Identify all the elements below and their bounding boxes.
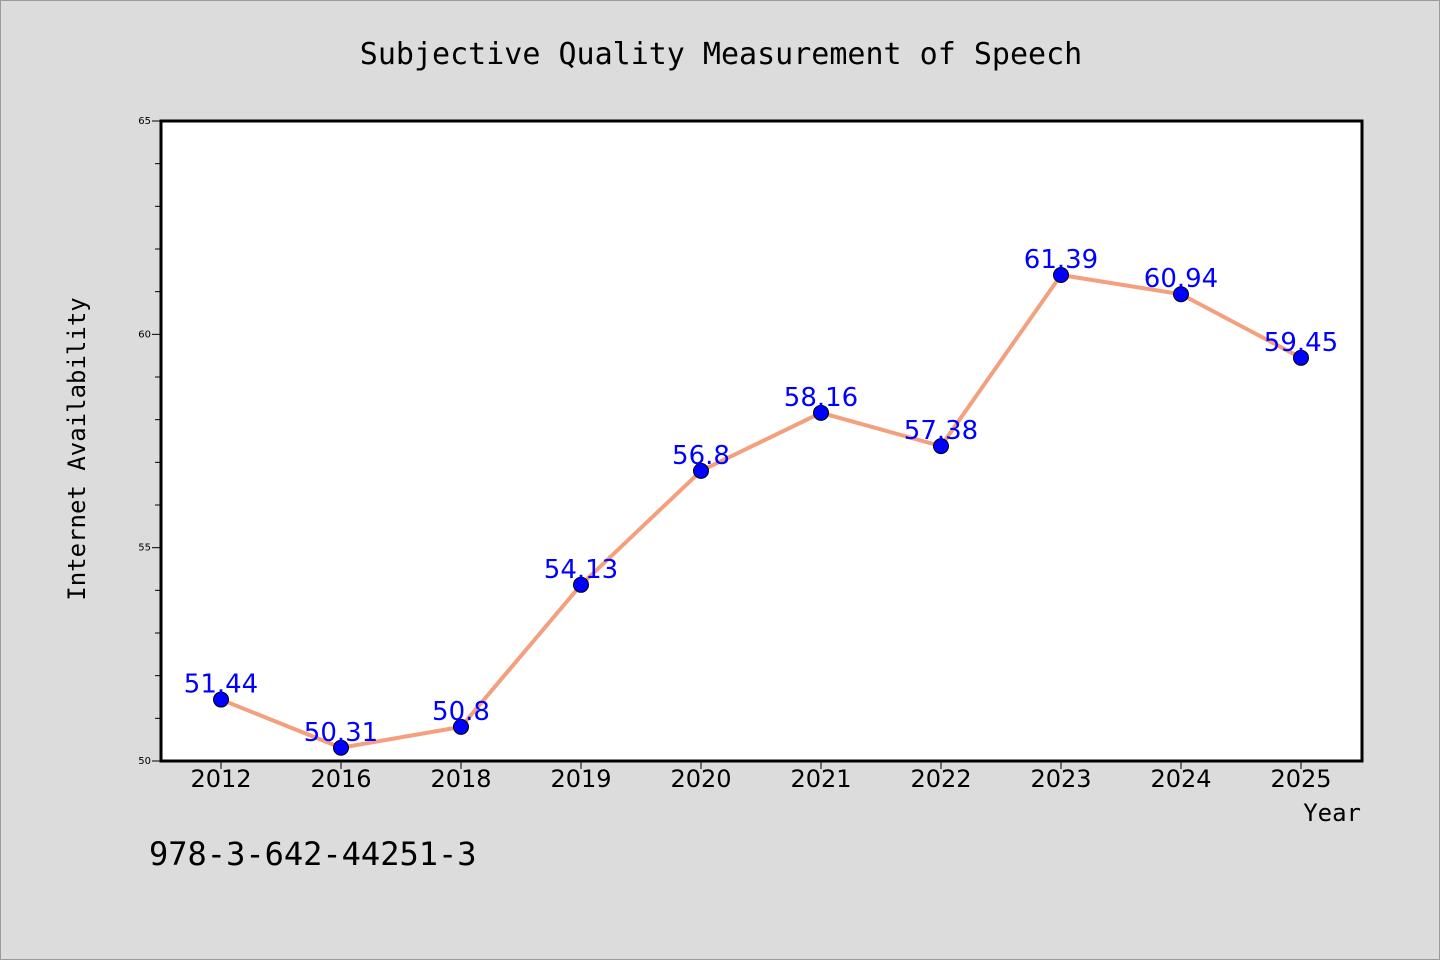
y-tick-label: 55 xyxy=(138,543,151,554)
y-tick-label: 65 xyxy=(138,116,151,127)
x-tick-label: 2024 xyxy=(1150,765,1211,793)
data-point xyxy=(933,438,949,455)
data-point xyxy=(1053,267,1069,284)
x-tick-label: 2012 xyxy=(190,765,251,793)
footnote-isbn: 978-3-642-44251-3 xyxy=(149,835,477,873)
data-label: 50.31 xyxy=(304,718,378,748)
data-label: 56.8 xyxy=(672,441,730,471)
y-axis-label: Internet Availability xyxy=(63,297,91,600)
x-tick-label: 2018 xyxy=(430,765,491,793)
data-point xyxy=(1173,286,1189,303)
y-tick-label: 50 xyxy=(138,756,151,767)
data-label: 57.38 xyxy=(904,416,978,446)
x-tick-label: 2021 xyxy=(790,765,851,793)
series-line xyxy=(219,273,1303,750)
x-tick-label: 2022 xyxy=(910,765,971,793)
data-point xyxy=(693,462,709,479)
x-axis-label: Year xyxy=(1303,799,1361,827)
series-layer: 51.44 50.31 50.8 54.13 56.8 58.16 57.38 61.39 60… xyxy=(184,245,1338,756)
x-tick-label: 2016 xyxy=(310,765,371,793)
data-point xyxy=(1293,349,1309,366)
x-tick-label: 2020 xyxy=(670,765,731,793)
data-point xyxy=(573,576,589,593)
data-label: 59.45 xyxy=(1264,328,1338,358)
data-label: 61.39 xyxy=(1024,245,1098,275)
data-point xyxy=(333,739,349,756)
y-axis-ticks: 50 55 60 65 xyxy=(138,116,161,767)
data-point xyxy=(453,718,469,735)
data-label: 60.94 xyxy=(1144,264,1218,294)
data-label: 50.8 xyxy=(432,697,490,727)
data-point xyxy=(813,404,829,421)
data-label: 58.16 xyxy=(784,383,858,413)
x-tick-label: 2019 xyxy=(550,765,611,793)
data-label: 51.44 xyxy=(184,670,258,700)
plot-frame xyxy=(159,119,1364,763)
chart-title: Subjective Quality Measurement of Speech xyxy=(360,37,1082,72)
x-tick-label: 2025 xyxy=(1270,765,1331,793)
data-label: 54.13 xyxy=(544,555,618,585)
data-point xyxy=(213,691,229,708)
x-tick-label: 2023 xyxy=(1030,765,1091,793)
y-tick-label: 60 xyxy=(138,329,151,340)
x-axis-ticks: 2012 2016 2018 2019 2020 2021 2022 2023 2024 2025 xyxy=(190,761,1332,793)
